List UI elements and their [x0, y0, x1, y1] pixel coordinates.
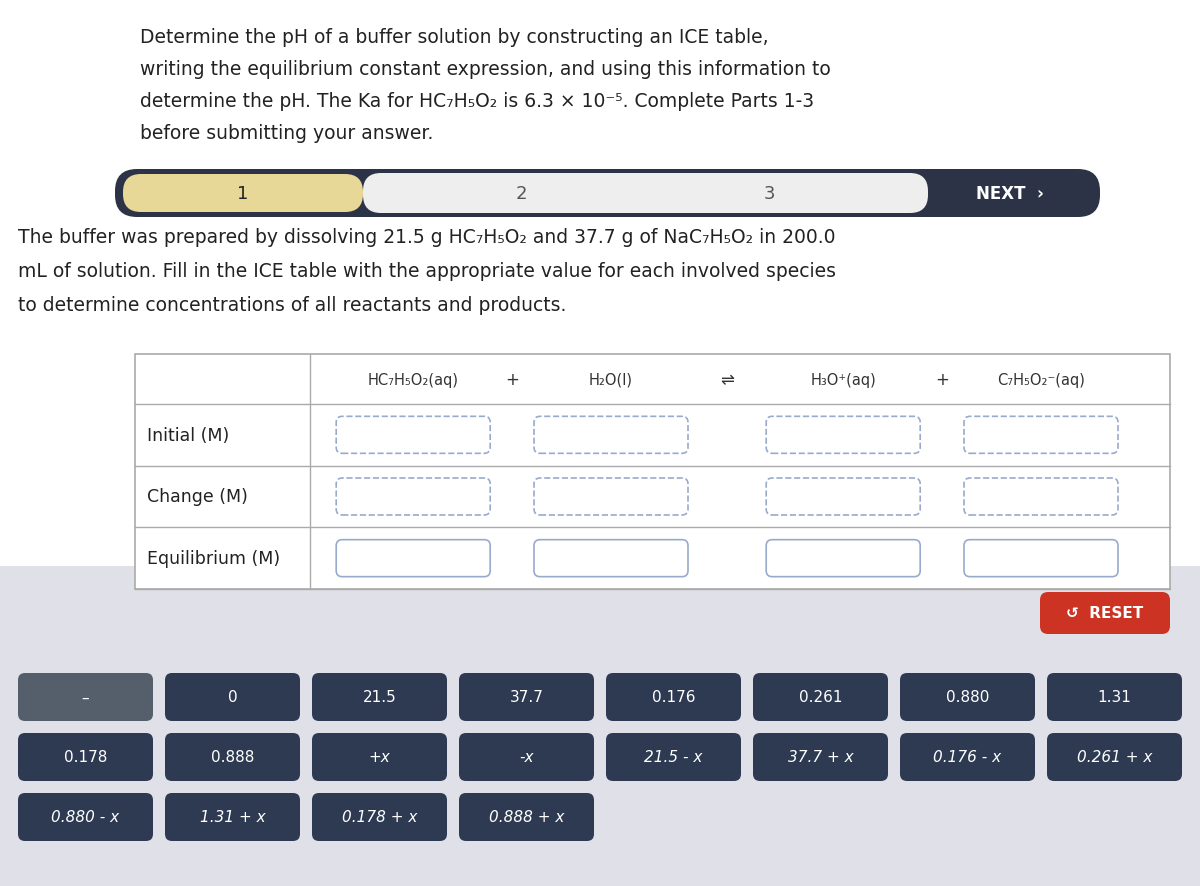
FancyBboxPatch shape: [166, 673, 300, 721]
FancyBboxPatch shape: [534, 540, 688, 577]
FancyBboxPatch shape: [606, 734, 742, 781]
FancyBboxPatch shape: [312, 734, 446, 781]
FancyBboxPatch shape: [458, 673, 594, 721]
FancyBboxPatch shape: [754, 734, 888, 781]
Text: 21.5: 21.5: [362, 689, 396, 704]
FancyBboxPatch shape: [364, 174, 928, 214]
FancyBboxPatch shape: [124, 175, 364, 213]
FancyBboxPatch shape: [336, 416, 491, 454]
Text: +x: +x: [368, 750, 390, 765]
FancyBboxPatch shape: [312, 673, 446, 721]
Text: Initial (M): Initial (M): [148, 426, 229, 445]
Text: 0.888: 0.888: [211, 750, 254, 765]
Text: ↺  RESET: ↺ RESET: [1067, 606, 1144, 621]
Text: mL of solution. Fill in the ICE table with the appropriate value for each involv: mL of solution. Fill in the ICE table wi…: [18, 261, 836, 281]
Text: 2: 2: [516, 185, 527, 203]
FancyBboxPatch shape: [1040, 593, 1170, 634]
Text: determine the pH. The Ka for HC₇H₅O₂ is 6.3 × 10⁻⁵. Complete Parts 1-3: determine the pH. The Ka for HC₇H₅O₂ is …: [140, 92, 814, 111]
Text: 0.176: 0.176: [652, 689, 695, 704]
FancyBboxPatch shape: [534, 416, 688, 454]
FancyBboxPatch shape: [166, 793, 300, 841]
Text: 0.261: 0.261: [799, 689, 842, 704]
Text: 21.5 - x: 21.5 - x: [644, 750, 703, 765]
FancyBboxPatch shape: [458, 793, 594, 841]
FancyBboxPatch shape: [336, 540, 491, 577]
FancyBboxPatch shape: [312, 793, 446, 841]
Text: 37.7: 37.7: [510, 689, 544, 704]
Text: 1.31 + x: 1.31 + x: [199, 810, 265, 825]
Text: Equilibrium (M): Equilibrium (M): [148, 549, 280, 568]
Text: 0.880 - x: 0.880 - x: [52, 810, 120, 825]
Text: NEXT  ›: NEXT ›: [976, 185, 1044, 203]
Text: 0.178: 0.178: [64, 750, 107, 765]
Text: -x: -x: [520, 750, 534, 765]
Text: 0.888 + x: 0.888 + x: [488, 810, 564, 825]
Text: 37.7 + x: 37.7 + x: [787, 750, 853, 765]
Text: +: +: [935, 370, 949, 389]
FancyBboxPatch shape: [767, 540, 920, 577]
FancyBboxPatch shape: [964, 540, 1118, 577]
FancyBboxPatch shape: [18, 734, 154, 781]
FancyBboxPatch shape: [767, 416, 920, 454]
FancyBboxPatch shape: [900, 673, 1034, 721]
FancyBboxPatch shape: [336, 478, 491, 516]
Text: Determine the pH of a buffer solution by constructing an ICE table,: Determine the pH of a buffer solution by…: [140, 28, 769, 47]
Text: before submitting your answer.: before submitting your answer.: [140, 124, 433, 143]
FancyBboxPatch shape: [767, 478, 920, 516]
Text: ⇌: ⇌: [720, 370, 734, 389]
Text: 0.880: 0.880: [946, 689, 989, 704]
Bar: [134, 354, 1170, 589]
Text: 1: 1: [238, 185, 248, 203]
Text: 0.261 + x: 0.261 + x: [1076, 750, 1152, 765]
FancyBboxPatch shape: [166, 734, 300, 781]
Text: HC₇H₅O₂(aq): HC₇H₅O₂(aq): [367, 372, 458, 387]
Text: 0: 0: [228, 689, 238, 704]
FancyBboxPatch shape: [18, 673, 154, 721]
Text: C₇H₅O₂⁻(aq): C₇H₅O₂⁻(aq): [997, 372, 1085, 387]
Text: 1.31: 1.31: [1098, 689, 1132, 704]
Text: –: –: [82, 689, 89, 704]
Text: H₃O⁺(aq): H₃O⁺(aq): [810, 372, 876, 387]
FancyBboxPatch shape: [1046, 734, 1182, 781]
FancyBboxPatch shape: [754, 673, 888, 721]
FancyBboxPatch shape: [1046, 673, 1182, 721]
Text: H₂O(l): H₂O(l): [589, 372, 634, 387]
Text: 0.178 + x: 0.178 + x: [342, 810, 418, 825]
Text: Change (M): Change (M): [148, 488, 248, 506]
Bar: [0, 566, 1200, 886]
Text: 0.176 - x: 0.176 - x: [934, 750, 1002, 765]
Text: The buffer was prepared by dissolving 21.5 g HC₇H₅O₂ and 37.7 g of NaC₇H₅O₂ in 2: The buffer was prepared by dissolving 21…: [18, 228, 835, 246]
FancyBboxPatch shape: [458, 734, 594, 781]
FancyBboxPatch shape: [900, 734, 1034, 781]
FancyBboxPatch shape: [606, 673, 742, 721]
Text: 3: 3: [764, 185, 775, 203]
Text: to determine concentrations of all reactants and products.: to determine concentrations of all react…: [18, 296, 566, 315]
Text: writing the equilibrium constant expression, and using this information to: writing the equilibrium constant express…: [140, 60, 830, 79]
FancyBboxPatch shape: [534, 478, 688, 516]
FancyBboxPatch shape: [964, 416, 1118, 454]
FancyBboxPatch shape: [115, 170, 1100, 218]
FancyBboxPatch shape: [18, 793, 154, 841]
Text: +: +: [505, 370, 520, 389]
FancyBboxPatch shape: [964, 478, 1118, 516]
